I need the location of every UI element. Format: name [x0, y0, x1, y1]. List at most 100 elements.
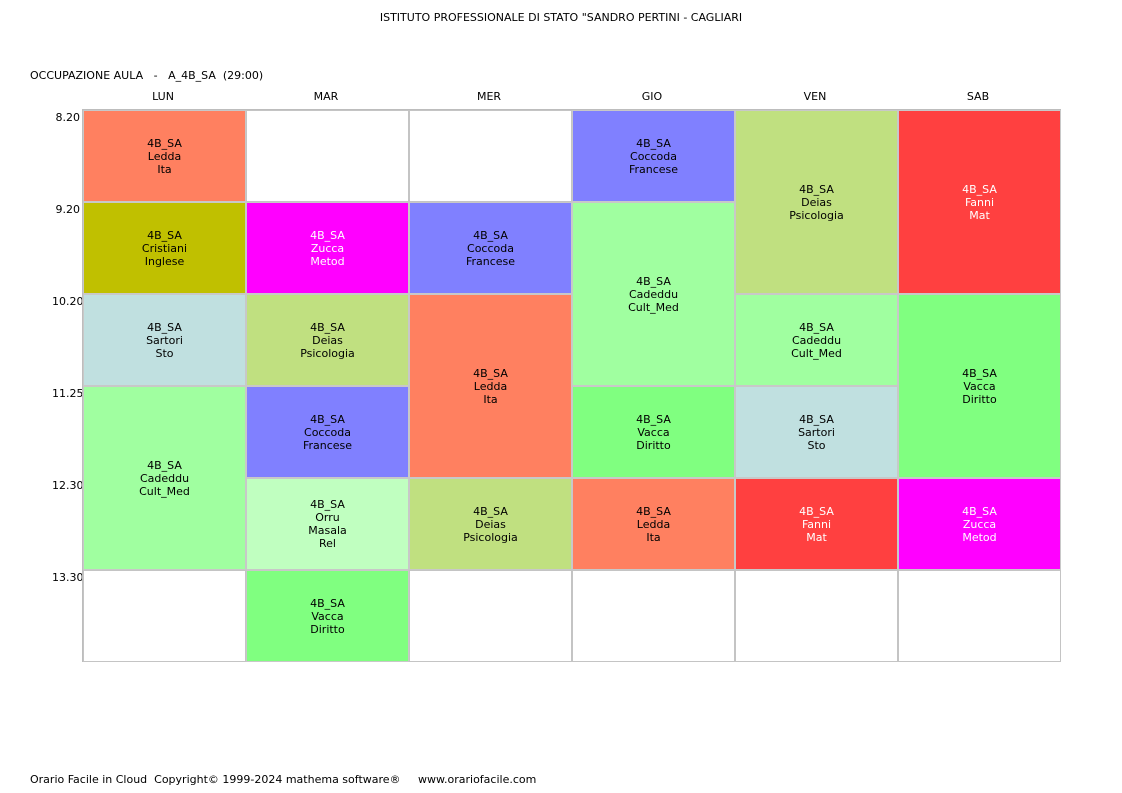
- lesson-teacher: Ledda: [473, 379, 508, 393]
- lesson-block[interactable]: 4B_SA Ledda Ita: [572, 478, 735, 570]
- lesson-subject: Psicologia: [300, 346, 355, 360]
- lesson-block[interactable]: 4B_SA Cristiani Inglese: [83, 202, 246, 294]
- lesson-class: 4B_SA: [962, 504, 997, 518]
- lesson-teacher: Vacca: [637, 425, 670, 439]
- lesson-teacher: Fanni: [964, 195, 995, 209]
- lesson-class: 4B_SA: [962, 182, 997, 196]
- lesson-class: 4B_SA: [310, 412, 345, 426]
- lesson-block[interactable]: 4B_SA Vacca Diritto: [898, 294, 1061, 478]
- lesson-block[interactable]: 4B_SA Deias Psicologia: [409, 478, 572, 570]
- lesson-block[interactable]: 4B_SA Vacca Diritto: [572, 386, 735, 478]
- timetable-grid: 4B_SA Ledda Ita 4B_SA Cristiani Inglese 4B_SA S…: [82, 109, 1061, 662]
- lesson-block[interactable]: 4B_SA Ledda Ita: [409, 294, 572, 478]
- lesson-teacher: Coccoda: [467, 241, 514, 255]
- lesson-subject: Psicologia: [463, 530, 518, 544]
- lesson-teacher: Deias: [312, 333, 343, 347]
- lesson-teacher: Zucca: [962, 517, 997, 531]
- empty-slot: [898, 570, 1061, 662]
- footer-copyright: Orario Facile in Cloud Copyright© 1999-2…: [30, 773, 537, 786]
- time-label: 13.30: [52, 571, 84, 584]
- time-label: 11.25: [52, 387, 84, 400]
- lesson-block[interactable]: 4B_SA Deias Psicologia: [735, 110, 898, 294]
- lesson-class: 4B_SA: [310, 596, 345, 610]
- lesson-subject: Ita: [646, 530, 661, 544]
- lesson-class: 4B_SA: [473, 228, 508, 242]
- lesson-teacher: Ledda: [636, 517, 671, 531]
- lesson-block[interactable]: 4B_SA Fanni Mat: [735, 478, 898, 570]
- lesson-class: 4B_SA: [799, 504, 834, 518]
- lesson-block[interactable]: 4B_SA Coccoda Francese: [572, 110, 735, 202]
- lesson-subject: Diritto: [310, 622, 345, 636]
- lesson-class: 4B_SA: [473, 504, 508, 518]
- lesson-block[interactable]: 4B_SA Cadeddu Cult_Med: [83, 386, 246, 570]
- lesson-class: 4B_SA: [962, 366, 997, 380]
- lesson-teacher: Vacca: [963, 379, 996, 393]
- empty-slot: [246, 110, 409, 202]
- day-header-sab: SAB: [966, 90, 990, 103]
- lesson-block[interactable]: 4B_SA Cadeddu Cult_Med: [735, 294, 898, 386]
- lesson-subject: Sto: [155, 346, 174, 360]
- lesson-subject: Francese: [465, 254, 516, 268]
- lesson-subject: Francese: [628, 162, 679, 176]
- lesson-block[interactable]: 4B_SA Sartori Sto: [83, 294, 246, 386]
- lesson-class: 4B_SA: [147, 320, 182, 334]
- lesson-subject: Francese: [302, 438, 353, 452]
- lesson-teacher: Fanni: [801, 517, 832, 531]
- lesson-teacher: Masala: [308, 524, 347, 537]
- lesson-block[interactable]: 4B_SA Zucca Metod: [898, 478, 1061, 570]
- time-label: 10.20: [52, 295, 84, 308]
- lesson-subject: Cult_Med: [628, 300, 679, 314]
- lesson-class: 4B_SA: [310, 498, 345, 511]
- lesson-block[interactable]: 4B_SA Cadeddu Cult_Med: [572, 202, 735, 386]
- empty-slot: [83, 570, 246, 662]
- lesson-subject: Cult_Med: [791, 346, 842, 360]
- lesson-block[interactable]: 4B_SA Ledda Ita: [83, 110, 246, 202]
- lesson-class: 4B_SA: [147, 136, 182, 150]
- lesson-class: 4B_SA: [147, 458, 182, 472]
- empty-slot: [409, 110, 572, 202]
- lesson-subject: Metod: [962, 530, 997, 544]
- lesson-block[interactable]: 4B_SA Zucca Metod: [246, 202, 409, 294]
- lesson-block[interactable]: 4B_SA Coccoda Francese: [246, 386, 409, 478]
- lesson-class: 4B_SA: [636, 274, 671, 288]
- lesson-subject: Sto: [807, 438, 826, 452]
- day-header-gio: GIO: [641, 90, 663, 103]
- lesson-teacher: Cadeddu: [628, 287, 679, 301]
- lesson-subject: Psicologia: [789, 208, 844, 222]
- lesson-class: 4B_SA: [310, 320, 345, 334]
- lesson-block[interactable]: 4B_SA Deias Psicologia: [246, 294, 409, 386]
- lesson-teacher: Orru: [315, 511, 340, 524]
- time-label: 12.30: [52, 479, 84, 492]
- day-header-mer: MER: [476, 90, 502, 103]
- lesson-teacher: Cristiani: [141, 241, 188, 255]
- lesson-subject: Rel: [319, 537, 336, 550]
- lesson-subject: Metod: [310, 254, 345, 268]
- lesson-class: 4B_SA: [473, 366, 508, 380]
- lesson-block[interactable]: 4B_SA Vacca Diritto: [246, 570, 409, 662]
- room-occupation-label: OCCUPAZIONE AULA - A_4B_SA (29:00): [30, 69, 264, 82]
- lesson-subject: Cult_Med: [139, 484, 190, 498]
- lesson-block[interactable]: 4B_SA Orru Masala Rel: [246, 478, 409, 570]
- lesson-class: 4B_SA: [310, 228, 345, 242]
- lesson-teacher: Coccoda: [304, 425, 351, 439]
- lesson-class: 4B_SA: [636, 136, 671, 150]
- lesson-class: 4B_SA: [799, 320, 834, 334]
- day-header-mar: MAR: [313, 90, 339, 103]
- lesson-teacher: Sartori: [146, 333, 183, 347]
- lesson-teacher: Vacca: [311, 609, 344, 623]
- day-header-ven: VEN: [803, 90, 827, 103]
- empty-slot: [572, 570, 735, 662]
- lesson-teacher: Cadeddu: [139, 471, 190, 485]
- lesson-block[interactable]: 4B_SA Fanni Mat: [898, 110, 1061, 294]
- lesson-teacher: Deias: [475, 517, 506, 531]
- lesson-block[interactable]: 4B_SA Coccoda Francese: [409, 202, 572, 294]
- lesson-teacher: Ledda: [147, 149, 182, 163]
- lesson-teacher: Zucca: [310, 241, 345, 255]
- lesson-class: 4B_SA: [147, 228, 182, 242]
- lesson-class: 4B_SA: [799, 182, 834, 196]
- lesson-subject: Inglese: [144, 254, 185, 268]
- lesson-teacher: Sartori: [798, 425, 835, 439]
- lesson-block[interactable]: 4B_SA Sartori Sto: [735, 386, 898, 478]
- lesson-subject: Diritto: [636, 438, 671, 452]
- lesson-subject: Mat: [806, 530, 827, 544]
